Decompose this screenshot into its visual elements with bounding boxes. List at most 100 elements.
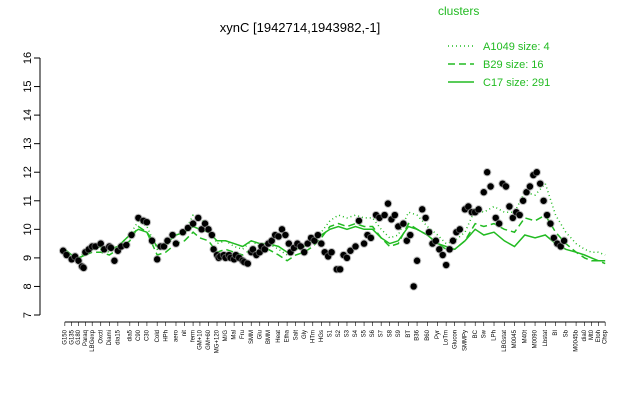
x-tick-label: Sb bbox=[563, 329, 569, 337]
data-point bbox=[495, 220, 503, 227]
data-point bbox=[560, 237, 568, 244]
x-tick-label: S7 bbox=[379, 329, 385, 337]
data-point bbox=[492, 214, 499, 222]
data-point bbox=[208, 231, 216, 239]
x-tick-label: GM+60 bbox=[206, 329, 212, 350]
x-tick-label: Heat bbox=[276, 330, 282, 343]
x-tick-label: S4 bbox=[353, 329, 359, 337]
x-tick-label: S6 bbox=[370, 329, 376, 337]
data-point bbox=[80, 264, 87, 272]
data-point bbox=[557, 243, 564, 250]
data-point bbox=[210, 246, 217, 253]
data-point bbox=[195, 214, 202, 222]
x-tick-label: S2 bbox=[336, 329, 342, 337]
x-tick-label: Gly bbox=[302, 330, 308, 339]
x-tick-label: G135 bbox=[69, 329, 75, 344]
x-tick-label: S8 bbox=[387, 329, 393, 337]
data-point bbox=[352, 243, 359, 250]
x-tick-label: GM+10 bbox=[197, 329, 203, 350]
data-point bbox=[506, 203, 513, 210]
x-tick-label: Salt bbox=[293, 330, 299, 341]
data-point bbox=[336, 266, 344, 273]
data-point bbox=[410, 283, 417, 290]
data-point bbox=[367, 234, 375, 242]
series-line bbox=[64, 225, 606, 262]
x-tick-label: C30 bbox=[144, 329, 150, 341]
data-point bbox=[516, 211, 523, 219]
x-tick-label: Etha bbox=[285, 329, 291, 342]
data-point bbox=[179, 228, 187, 236]
data-point bbox=[475, 206, 482, 213]
x-tick-label: aero bbox=[174, 329, 180, 342]
y-tick-label: 13 bbox=[22, 138, 34, 150]
y-tick-label: 7 bbox=[22, 312, 34, 318]
data-point bbox=[205, 226, 212, 233]
y-tick-label: 12 bbox=[22, 166, 34, 178]
x-tick-label: Glu bbox=[257, 330, 263, 339]
data-point bbox=[301, 248, 308, 256]
x-tick-label: Oxctl bbox=[98, 330, 104, 344]
x-tick-label: MG+120 bbox=[215, 329, 221, 353]
x-tick-label: LBGstat bbox=[502, 330, 508, 352]
x-tick-label: nit bbox=[182, 330, 188, 337]
x-axis-labels: G150 G135 G180 Paraq LBGexp Oxctl Diami dia15 di… bbox=[62, 322, 609, 353]
x-tick-label: M0045 bbox=[512, 329, 518, 348]
x-tick-label: C90 bbox=[136, 329, 142, 341]
data-point bbox=[275, 233, 282, 240]
data-point bbox=[425, 228, 433, 236]
x-tick-label: LoTm bbox=[444, 330, 450, 345]
x-tick-label: S5 bbox=[362, 329, 368, 337]
x-tick-label: M0090 bbox=[533, 329, 539, 348]
x-tick-label: Etoh bbox=[596, 330, 602, 342]
data-point bbox=[391, 211, 399, 219]
x-tick-label: dia5 bbox=[127, 329, 133, 341]
legend-title: clusters bbox=[438, 4, 479, 18]
data-point bbox=[297, 243, 305, 250]
y-tick-label: 9 bbox=[22, 255, 34, 261]
data-point bbox=[543, 211, 551, 219]
data-point bbox=[128, 231, 135, 239]
x-tick-label: ferm bbox=[191, 330, 197, 342]
data-point bbox=[413, 257, 421, 264]
x-tick-label: Lbstat bbox=[543, 330, 549, 347]
data-point bbox=[446, 246, 453, 253]
chart-title: xynC [1942714,1943982,-1] bbox=[220, 20, 380, 35]
y-tick-label: 16 bbox=[22, 52, 34, 64]
data-point bbox=[343, 254, 351, 262]
legend-entry-a1049: A1049 size: 4 bbox=[483, 41, 550, 53]
legend: clusters A1049 size: 4 B29 size: 16 C17 … bbox=[438, 4, 550, 89]
x-tick-label: Mal bbox=[232, 330, 238, 340]
data-point bbox=[540, 197, 547, 204]
data-point bbox=[449, 237, 457, 244]
data-point bbox=[439, 251, 446, 259]
data-point bbox=[63, 251, 70, 259]
data-point bbox=[123, 241, 130, 249]
y-tick-label: 14 bbox=[22, 109, 34, 121]
x-tick-label: G180 bbox=[76, 329, 82, 344]
x-tick-label: dia0 bbox=[582, 329, 588, 341]
x-tick-label: Pyr bbox=[435, 330, 441, 339]
data-point bbox=[550, 234, 558, 242]
x-tick-label: Paraq bbox=[83, 330, 89, 346]
x-tick-label: Mt0 bbox=[589, 329, 595, 340]
data-point bbox=[304, 240, 311, 247]
data-point bbox=[75, 257, 82, 264]
data-points bbox=[58, 168, 569, 291]
legend-entry-c17: C17 size: 291 bbox=[483, 77, 550, 89]
data-point bbox=[480, 189, 487, 196]
data-point bbox=[407, 231, 414, 239]
x-tick-label: B36 bbox=[415, 329, 421, 340]
x-tick-label: BI bbox=[553, 330, 559, 336]
data-point bbox=[318, 240, 325, 247]
data-point bbox=[536, 180, 544, 187]
data-point bbox=[465, 203, 472, 210]
data-point bbox=[282, 231, 289, 239]
data-point bbox=[172, 240, 180, 247]
data-point bbox=[519, 197, 527, 204]
x-tick-label: dia15 bbox=[115, 329, 121, 344]
data-point bbox=[456, 226, 464, 233]
x-tick-label: B60 bbox=[425, 329, 431, 340]
data-point bbox=[97, 240, 104, 247]
y-tick-label: 8 bbox=[22, 283, 34, 289]
